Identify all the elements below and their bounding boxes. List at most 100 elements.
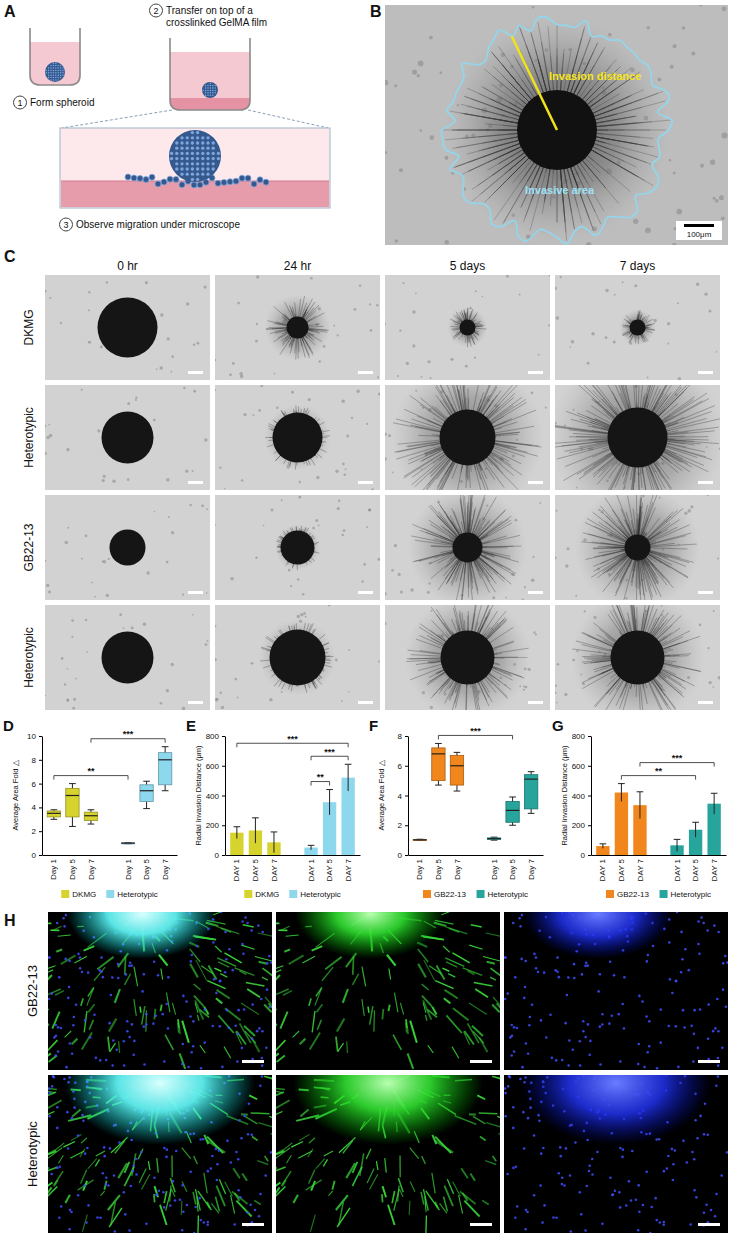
cell	[62, 72, 64, 74]
background-cell	[531, 391, 534, 394]
invading-cell	[513, 55, 539, 99]
background-cell	[556, 510, 558, 512]
background-cell	[312, 527, 315, 530]
cell	[180, 136, 183, 139]
micrograph	[385, 5, 728, 245]
label-invasive-area: Invasive area	[525, 184, 595, 196]
background-cell	[418, 61, 424, 67]
cell	[205, 94, 207, 96]
background-cell	[204, 438, 207, 441]
background-cell	[145, 281, 148, 284]
background-cell	[135, 397, 137, 399]
invading-cell	[431, 546, 456, 547]
background-cell	[167, 337, 170, 340]
background-cell	[532, 6, 535, 9]
background-cell	[232, 362, 235, 365]
invading-cell	[516, 58, 539, 98]
invading-cell	[492, 151, 527, 176]
invasive-area-outline	[441, 17, 672, 244]
background-cell	[193, 390, 196, 393]
background-cell	[343, 473, 346, 476]
invading-cell	[432, 457, 456, 490]
invading-cell	[453, 331, 463, 337]
cell	[212, 90, 214, 92]
invading-cell	[396, 419, 446, 432]
invading-cell	[648, 544, 697, 547]
background-cell	[429, 135, 434, 140]
spheroid	[202, 82, 218, 98]
column-header: 5 days	[450, 259, 485, 273]
cell	[206, 162, 209, 165]
migrating-cell	[227, 179, 233, 185]
column-header: 7 days	[620, 259, 655, 273]
background-cell	[243, 413, 246, 416]
panel-letter: C	[4, 248, 16, 265]
background-cell	[399, 330, 401, 332]
migrating-cell	[215, 180, 221, 186]
background-cell	[672, 243, 676, 245]
cell	[45, 70, 47, 72]
background-cell	[290, 585, 292, 587]
cell	[48, 67, 50, 69]
scale-bar	[358, 481, 373, 484]
invading-cell	[306, 326, 323, 328]
invading-cell	[266, 328, 289, 329]
background-cell	[146, 571, 150, 575]
background-cell	[135, 399, 137, 401]
background-cell	[103, 475, 106, 478]
invading-cell	[600, 458, 626, 490]
spheroid-core	[281, 531, 315, 565]
background-cell	[171, 355, 174, 358]
background-cell	[605, 336, 608, 339]
invading-cell	[456, 142, 523, 166]
label-invasion-distance: Invasion distance	[549, 70, 641, 82]
background-cell	[412, 344, 415, 347]
cell	[191, 178, 194, 181]
migrating-cell	[161, 179, 167, 185]
invading-cell	[476, 509, 506, 539]
cell	[191, 162, 194, 165]
cell	[60, 67, 62, 69]
background-cell	[667, 322, 670, 325]
invading-cell	[560, 166, 567, 241]
figure: A1Form spheroid2Transfer on top of acros…	[0, 0, 733, 1239]
cell	[206, 136, 209, 139]
invading-cell	[464, 310, 466, 321]
scale-bar	[188, 371, 203, 374]
invading-cell	[470, 510, 475, 536]
row-label: GB22-13	[22, 523, 36, 571]
invading-cell	[479, 546, 513, 547]
background-cell	[206, 592, 208, 594]
invading-cell	[404, 450, 449, 479]
invading-cell	[471, 495, 485, 536]
background-cell	[400, 590, 403, 593]
migrating-cell	[263, 179, 269, 185]
cell	[191, 131, 194, 134]
cell	[205, 92, 207, 94]
background-cell	[634, 284, 637, 287]
cell	[60, 65, 62, 67]
cell	[170, 152, 173, 155]
invading-cell	[435, 457, 457, 490]
invading-cell	[478, 520, 511, 541]
cell	[201, 141, 204, 144]
cell	[196, 173, 199, 176]
background-cell	[224, 488, 226, 490]
invading-cell	[588, 148, 613, 163]
background-cell	[439, 71, 442, 74]
background-cell	[709, 310, 712, 313]
cell	[180, 157, 183, 160]
invading-cell	[301, 336, 310, 358]
micrograph	[214, 385, 381, 492]
cell	[206, 147, 209, 150]
background-cell	[524, 586, 526, 588]
background-cell	[710, 160, 715, 165]
background-cell	[256, 323, 258, 325]
scale-bar	[528, 591, 543, 594]
background-cell	[168, 516, 170, 518]
micrograph	[44, 495, 210, 600]
invading-cell	[488, 145, 524, 162]
cell	[205, 90, 207, 92]
well	[30, 28, 80, 85]
invading-cell	[431, 555, 458, 578]
